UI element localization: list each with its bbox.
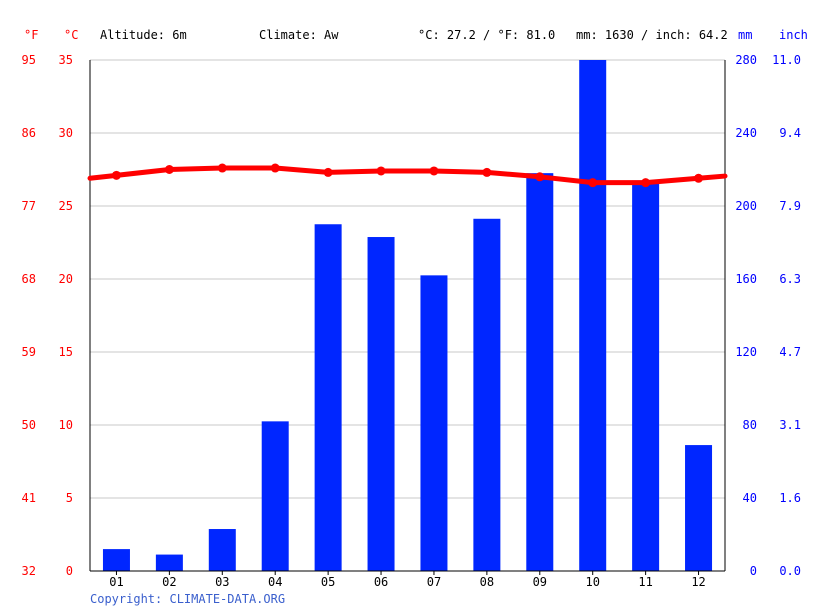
altitude-label: Altitude: 6m [100,28,187,42]
celsius-tick-label: 5 [66,491,73,505]
celsius-tick-label: 30 [59,126,73,140]
celsius-unit-label: °C [64,28,79,42]
month-tick-label: 12 [691,575,705,589]
total-precipitation-label: mm: 1630 / inch: 64.2 [576,28,728,42]
mm-tick-label: 0 [750,564,757,578]
temperature-point [694,173,704,183]
temperature-point [376,166,386,176]
inch-tick-label: 1.6 [779,491,801,505]
month-tick-label: 07 [427,575,441,589]
fahrenheit-tick-label: 77 [22,199,36,213]
precipitation-bar [155,554,183,571]
inch-unit-label: inch [779,28,808,42]
temperature-point [482,167,492,177]
celsius-tick-label: 10 [59,418,73,432]
temperature-point [217,163,227,173]
fahrenheit-tick-label: 59 [22,345,36,359]
inch-tick-label: 11.0 [772,53,801,67]
mm-tick-label: 40 [743,491,757,505]
inch-tick-label: 7.9 [779,199,801,213]
month-tick-label: 04 [268,575,282,589]
copyright-text: Copyright: CLIMATE-DATA.ORG [90,592,286,606]
temperature-point [641,178,651,188]
month-tick-label: 10 [585,575,599,589]
temperature-point [323,167,333,177]
precipitation-bar [102,549,130,571]
climate-label: Climate: Aw [259,28,339,42]
mm-tick-label: 80 [743,418,757,432]
month-tick-label: 03 [215,575,229,589]
fahrenheit-tick-label: 32 [22,564,36,578]
fahrenheit-tick-label: 41 [22,491,36,505]
temperature-point [111,170,121,180]
celsius-tick-label: 35 [59,53,73,67]
fahrenheit-tick-label: 50 [22,418,36,432]
temperature-point [588,178,598,188]
average-temperature-label: °C: 27.2 / °F: 81.0 [418,28,556,42]
temperature-line [87,165,728,186]
temperature-point [164,165,174,174]
month-tick-label: 11 [638,575,652,589]
month-tick-label: 08 [480,575,494,589]
celsius-tick-label: 15 [59,345,73,359]
fahrenheit-tick-label: 95 [22,53,36,67]
month-tick-label: 06 [374,575,388,589]
inch-tick-label: 3.1 [779,418,801,432]
mm-tick-label: 120 [735,345,757,359]
fahrenheit-unit-label: °F [24,28,39,42]
celsius-tick-label: 25 [59,199,73,213]
month-tick-label: 09 [533,575,547,589]
inch-tick-label: 4.7 [779,345,801,359]
precipitation-bar [208,529,236,571]
inch-tick-label: 6.3 [779,272,801,286]
temperature-point [535,172,545,182]
celsius-tick-label: 20 [59,272,73,286]
precipitation-bar [685,445,713,571]
fahrenheit-tick-label: 86 [22,126,36,140]
precipitation-bar [473,218,501,571]
precipitation-bar [314,224,342,571]
mm-tick-label: 200 [735,199,757,213]
month-tick-label: 02 [162,575,176,589]
temperature-point [270,163,280,173]
inch-tick-label: 0.0 [779,564,801,578]
inch-tick-label: 9.4 [779,126,801,140]
month-tick-label: 05 [321,575,335,589]
temperature-point [429,166,439,176]
precipitation-bar [261,421,289,571]
mm-tick-label: 160 [735,272,757,286]
month-tick-label: 01 [109,575,123,589]
precipitation-bar [632,180,660,571]
precipitation-bar [579,60,607,571]
precipitation-bar [526,173,554,571]
mm-tick-label: 240 [735,126,757,140]
mm-tick-label: 280 [735,53,757,67]
precipitation-bar [367,237,395,571]
fahrenheit-tick-label: 68 [22,272,36,286]
celsius-tick-label: 0 [66,564,73,578]
mm-unit-label: mm [738,28,753,42]
precipitation-bar [420,275,448,571]
